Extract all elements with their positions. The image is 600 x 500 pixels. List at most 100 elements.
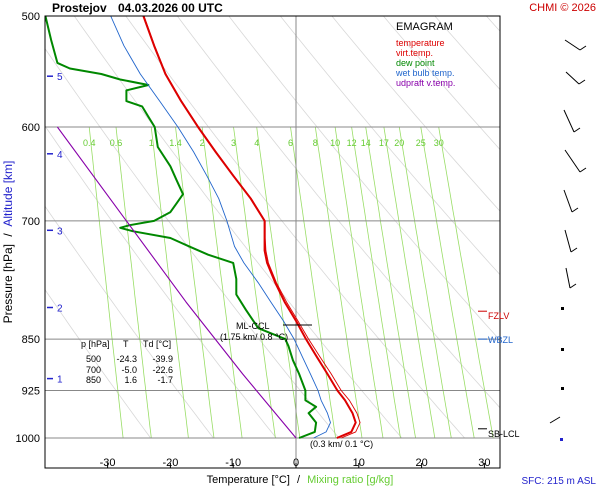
series-dew-point-line — [45, 16, 318, 439]
series-udpraft-v-temp-line — [56, 126, 297, 439]
mixing-ratio-line — [88, 126, 124, 439]
pressure-tick-label: 600 — [22, 122, 40, 134]
wind-barb-staff — [563, 109, 575, 133]
wind-barb-flag — [579, 45, 587, 51]
level-markers — [478, 310, 487, 430]
legend: EMAGRAM temperature virt.temp. dew point… — [395, 21, 455, 88]
table-cell: -39.9 — [152, 354, 173, 364]
wind-barb-staff — [549, 416, 561, 424]
legend-virtual-temperature: virt.temp. — [396, 48, 433, 58]
x-tick-label: -10 — [225, 457, 241, 469]
dry-adiabat-line — [73, 16, 403, 439]
wind-barb-staff — [564, 39, 581, 51]
mixing-ratio-line — [438, 126, 494, 439]
wind-surface-dot — [560, 438, 563, 441]
wind-barb-flag — [579, 167, 587, 173]
series-temperature-line — [142, 16, 357, 439]
mixing-ratio-line — [290, 126, 337, 439]
mixing-ratio-label: 0.6 — [110, 138, 123, 148]
dry-adiabat-line — [527, 4, 600, 438]
pressure-axis-ticks: 500 600 700 850 925 1000 — [16, 11, 40, 445]
wind-barb-staff — [565, 267, 571, 289]
mixing-ratio-label: 0.4 — [83, 138, 96, 148]
wind-barb-staff — [564, 149, 581, 173]
table-cell: -5.0 — [121, 365, 137, 375]
x-tick-label: -20 — [162, 457, 178, 469]
table-header-t: T — [123, 339, 129, 349]
mixing-ratio-label: 20 — [394, 138, 404, 148]
table-cell: 700 — [86, 365, 101, 375]
mixing-ratio-line — [115, 126, 152, 439]
dry-adiabat-line — [45, 47, 340, 439]
series-virt-temp-line — [143, 16, 361, 439]
x-tick-label: 30 — [478, 457, 490, 469]
legend-dew-point: dew point — [396, 58, 435, 68]
mixing-ratio-label: 1.4 — [169, 138, 182, 148]
mixing-ratio-line — [365, 126, 416, 439]
mixing-ratio-line — [150, 126, 189, 439]
altitude-tick-label: 3 — [57, 226, 63, 237]
dry-adiabat-line — [279, 16, 500, 276]
mixing-ratio-line — [256, 126, 301, 439]
wbzl-label: WBZL — [488, 335, 513, 345]
table-header-td: Td [°C] — [143, 339, 171, 349]
dry-adiabat-line — [176, 16, 500, 409]
pressure-tick-label: 1000 — [16, 433, 40, 445]
mixing-ratio-label: 1 — [149, 138, 154, 148]
sounding-series — [45, 16, 361, 439]
sb-lcl-label: SB-LCL — [488, 429, 520, 439]
wind-barb-staff — [564, 229, 572, 253]
mixing-ratio-line — [334, 126, 384, 439]
altitude-tick-label: 1 — [57, 375, 63, 386]
table-cell: -1.7 — [157, 375, 173, 385]
pressure-tick-label: 500 — [22, 11, 40, 23]
mixing-ratio-line — [351, 126, 401, 439]
sounding-table: p [hPa] T Td [°C] 500 -24.3 -39.9 700 -5… — [81, 339, 173, 385]
mixing-ratio-line — [398, 126, 452, 439]
mixing-ratio-line — [201, 126, 243, 439]
mixing-ratio-label: 30 — [434, 138, 444, 148]
altitude-tick-label: 4 — [57, 150, 63, 161]
pressure-tick-label: 700 — [22, 216, 40, 228]
legend-wet-bulb: wet bulb temp. — [395, 68, 455, 78]
mixing-ratio-label: 6 — [288, 138, 293, 148]
surface-altitude-label: SFC: 215 m ASL — [522, 476, 597, 487]
station-name: Prostejov — [52, 1, 107, 15]
dry-adiabat-line — [382, 16, 500, 151]
dry-adiabat-line — [331, 16, 500, 212]
y-axis-label: Pressure [hPa] / Altitude [km] — [1, 161, 15, 324]
altitude-tick-label: 2 — [57, 304, 63, 315]
temperature-axis-label: Temperature [°C] — [207, 474, 290, 486]
wind-calm-dot — [561, 387, 564, 390]
mixing-ratio-line — [420, 126, 475, 439]
wind-barb-flag — [569, 283, 577, 289]
mixing-ratio-label: 2 — [200, 138, 205, 148]
table-header-p: p [hPa] — [81, 339, 110, 349]
altitude-axis-ticks: 1 2 3 4 5 — [47, 72, 63, 386]
dry-adiabat-line — [578, 4, 600, 438]
legend-updraft: udpraft v.temp. — [396, 78, 455, 88]
mixing-ratio-label: 25 — [416, 138, 426, 148]
ml-ccl-annotation: ML-CCL (1.75 km/ 0.8 °C) — [220, 321, 312, 342]
wind-barb-flag — [578, 79, 586, 85]
wind-barbs — [549, 39, 587, 441]
wind-barb-staff — [563, 189, 573, 213]
series-wet-bulb-temp-line — [110, 16, 331, 439]
wind-barb-flag — [570, 247, 578, 253]
pressure-tick-label: 925 — [22, 386, 40, 398]
wind-calm-dot — [561, 307, 564, 310]
x-tick-label: 0 — [293, 457, 299, 469]
legend-temperature: temperature — [396, 38, 445, 48]
mixing-ratio-line — [314, 126, 363, 439]
dry-adiabat-line — [125, 16, 465, 439]
ml-ccl-info: (1.75 km/ 0.8 °C) — [220, 332, 288, 342]
x-tick-label: 10 — [353, 457, 365, 469]
mixing-ratio-label: 3 — [231, 138, 236, 148]
sb-lcl-info: (0.3 km/ 0.1 °C) — [310, 439, 373, 449]
y-axis-separator: / — [1, 233, 15, 237]
table-cell: 1.6 — [124, 375, 137, 385]
altitude-axis-label: Altitude [km] — [1, 161, 15, 227]
table-cell: -22.6 — [152, 365, 173, 375]
wind-calm-dot — [561, 348, 564, 351]
mixing-ratio-line — [175, 126, 215, 439]
